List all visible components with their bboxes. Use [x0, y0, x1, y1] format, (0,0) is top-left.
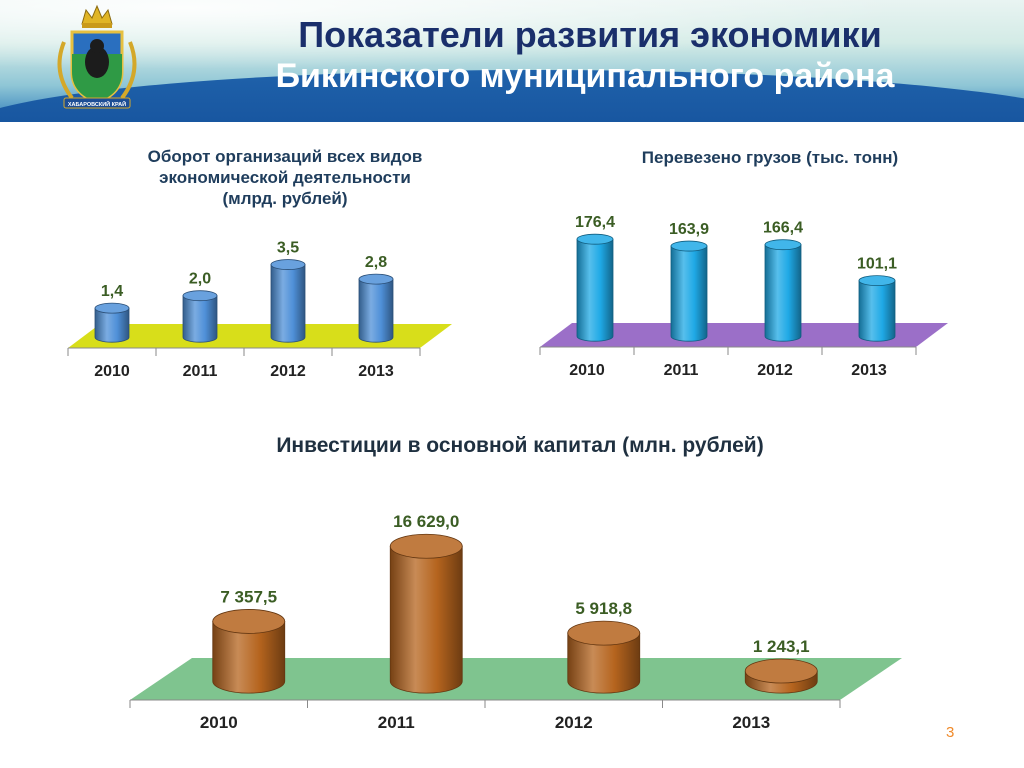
chart1-bar-body — [182, 295, 218, 343]
chart2-value-label: 101,1 — [857, 256, 897, 273]
chart2-category-label: 2011 — [664, 362, 699, 379]
chart3-bar-body — [567, 632, 641, 694]
chart2-value-label: 163,9 — [669, 221, 709, 238]
chart1-floor — [68, 324, 452, 348]
chart2-bar-body — [576, 238, 614, 342]
shield-icon — [70, 30, 124, 104]
header-banner: ХАБАРОВСКИЙ КРАЙ Показатели развития эко… — [0, 0, 1024, 122]
chart1-bar-top — [358, 273, 394, 285]
page-title-line1: Показатели развития экономики — [298, 14, 882, 55]
chart1-bar — [270, 259, 306, 343]
ribbon-icon: ХАБАРОВСКИЙ КРАЙ — [63, 97, 131, 109]
chart2-bar-top — [670, 240, 708, 252]
chart1-category-label: 2013 — [358, 363, 394, 380]
chart2-bar — [764, 239, 802, 342]
chart3-category-label: 2010 — [200, 713, 238, 732]
chart2-value-label: 176,4 — [575, 214, 615, 231]
chart1-value-label: 2,8 — [365, 254, 387, 271]
chart1-title-line: (млрд. рублей) — [222, 189, 348, 208]
chart3-bar-body — [212, 621, 286, 694]
chart2-bar — [576, 233, 614, 342]
chart3-bar-top — [389, 533, 463, 559]
chart1-title-line: Оборот организаций всех видов — [147, 147, 423, 166]
chart1-category-label: 2012 — [270, 363, 306, 380]
chart1-bar — [182, 290, 218, 343]
chart1-bar-top — [182, 290, 218, 302]
chart2-bar-top — [576, 233, 614, 245]
chart2-bar-top — [858, 275, 896, 286]
chart3-category-label: 2011 — [378, 713, 415, 732]
chart2-value-label: 166,4 — [763, 220, 803, 237]
chart3-bar — [744, 658, 818, 694]
crown-icon — [81, 4, 113, 28]
chart1-bar — [94, 302, 130, 343]
coat-of-arms-logo: ХАБАРОВСКИЙ КРАЙ — [57, 4, 137, 109]
chart3-floor — [130, 658, 902, 700]
chart2-bar-body — [764, 244, 802, 342]
chart3-category-label: 2013 — [732, 713, 770, 732]
chart2-floor — [540, 323, 948, 347]
page-number: 3 — [946, 724, 955, 741]
chart1-category-label: 2011 — [183, 363, 218, 380]
page-title-line2: Бикинского муниципального района — [275, 57, 895, 95]
chart2-category-label: 2012 — [757, 362, 793, 379]
wreath-icon — [57, 41, 137, 100]
chart1-bar-body — [270, 264, 306, 343]
chart2-title-text: Перевезено грузов (тыс. тонн) — [641, 148, 899, 167]
chart3-title: Инвестиции в основной капитал (млн. рубл… — [150, 435, 890, 456]
chart1-bar-top — [270, 259, 306, 270]
chart3-title-text: Инвестиции в основной капитал (млн. рубл… — [276, 434, 764, 457]
chart3-value-label: 16 629,0 — [393, 512, 459, 531]
chart3-bar — [389, 533, 463, 694]
chart2-title: Перевезено грузов (тыс. тонн) — [560, 147, 980, 168]
chart1-category-label: 2010 — [94, 363, 130, 380]
header-glow — [0, 0, 1024, 80]
chart1-title-line: экономической деятельности — [159, 168, 411, 187]
chart1-value-label: 3,5 — [277, 240, 299, 257]
chart3-bar-top — [567, 620, 641, 646]
chart3-bar — [567, 620, 641, 694]
chart3-value-label: 5 918,8 — [575, 599, 632, 618]
chart3-bar — [212, 609, 286, 694]
chart1-value-label: 1,4 — [101, 283, 123, 300]
chart2-bar-top — [764, 239, 802, 251]
chart2-bar — [858, 275, 896, 342]
chart2-bar-body — [858, 280, 896, 342]
chart1-title: Оборот организаций всех видов экономичес… — [95, 146, 475, 209]
chart3-bar-top — [744, 658, 818, 684]
emblem-ribbon-text: ХАБАРОВСКИЙ КРАЙ — [68, 100, 126, 108]
chart3-category-label: 2012 — [555, 713, 593, 732]
chart2-bar — [670, 240, 708, 342]
chart1-bar-body — [358, 278, 394, 343]
chart2-bar-body — [670, 245, 708, 342]
chart1-bar-body — [94, 307, 130, 343]
chart1-bar — [358, 273, 394, 343]
chart3-bar-top — [212, 609, 286, 634]
chart3-bar-body — [389, 545, 463, 694]
chart3-value-label: 7 357,5 — [220, 587, 277, 606]
chart3-value-label: 1 243,1 — [753, 637, 810, 656]
chart1-value-label: 2,0 — [189, 271, 211, 288]
chart1-bar-top — [94, 302, 130, 314]
chart2-category-label: 2010 — [569, 362, 605, 379]
chart2-category-label: 2013 — [851, 362, 887, 379]
